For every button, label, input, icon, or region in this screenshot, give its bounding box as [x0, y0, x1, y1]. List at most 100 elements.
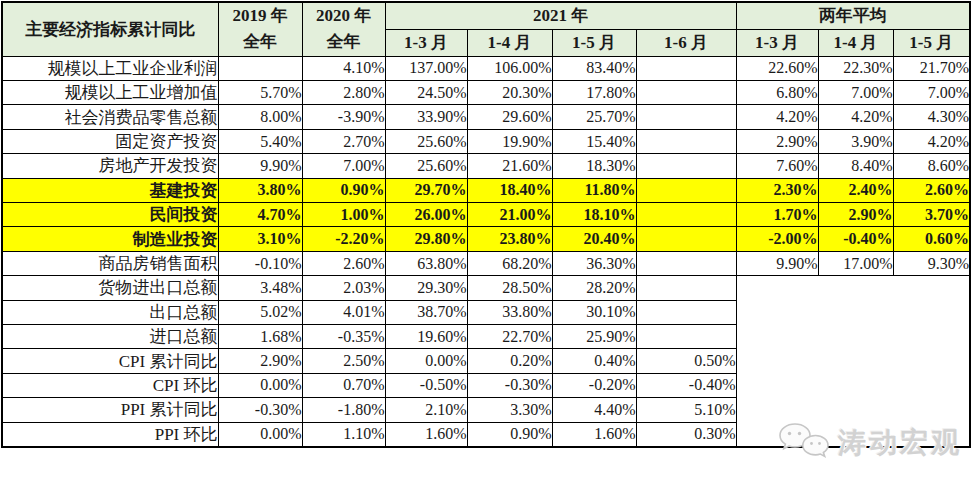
value-cell: 2.90% [736, 129, 818, 153]
row-label: 基建投资 [2, 178, 218, 202]
value-cell: 63.80% [385, 251, 467, 275]
header-group-two-year-avg: 两年平均 [736, 2, 970, 29]
value-cell: -2.00% [736, 227, 818, 251]
value-cell: 33.90% [385, 105, 467, 129]
value-cell: 0.40% [552, 349, 636, 373]
value-cell: 25.60% [385, 129, 467, 153]
value-cell: 2.03% [302, 276, 385, 300]
value-cell: 2.30% [736, 178, 818, 202]
value-cell: -0.50% [385, 373, 467, 397]
value-cell: 15.40% [552, 129, 636, 153]
header-month-avg-1-5: 1-5 月 [893, 29, 970, 56]
header-month-2021-1-3: 1-3 月 [385, 29, 467, 56]
value-cell: 4.20% [818, 105, 893, 129]
value-cell: 23.80% [467, 227, 552, 251]
value-cell: 28.20% [552, 276, 636, 300]
value-cell: 22.60% [736, 56, 818, 80]
value-cell: 29.80% [385, 227, 467, 251]
value-cell: 4.20% [893, 129, 970, 153]
value-cell: 2.60% [302, 251, 385, 275]
value-cell: 33.80% [467, 300, 552, 324]
header-2019: 2019 年 全年 [218, 2, 302, 56]
value-cell: 2.90% [818, 203, 893, 227]
row-label: 固定资产投资 [2, 129, 218, 153]
header-group-row: 主要经济指标累计同比 2019 年 全年 2020 年 全年 2021 年 两年… [2, 2, 970, 29]
value-cell [636, 276, 736, 300]
value-cell: -0.40% [818, 227, 893, 251]
value-cell: 137.00% [385, 56, 467, 80]
header-month-2021-1-6: 1-6 月 [636, 29, 736, 56]
table-row: 规模以上工业企业利润4.10%137.00%106.00%83.40%22.60… [2, 56, 970, 80]
value-cell: 0.30% [636, 422, 736, 447]
value-cell: -0.20% [552, 373, 636, 397]
row-label: 民间投资 [2, 203, 218, 227]
table-row: 规模以上工业增加值5.70%2.80%24.50%20.30%17.80%6.8… [2, 81, 970, 105]
value-cell: 7.00% [302, 154, 385, 178]
value-cell: 1.00% [302, 203, 385, 227]
value-cell: 1.60% [385, 422, 467, 447]
table-row: 社会消费品零售总额8.00%-3.90%33.90%29.60%25.70%4.… [2, 105, 970, 129]
value-cell: 5.70% [218, 81, 302, 105]
table-row: 房地产开发投资9.90%7.00%25.60%21.60%18.30%7.60%… [2, 154, 970, 178]
row-label: CPI 环比 [2, 373, 218, 397]
value-cell [636, 300, 736, 324]
row-label: 社会消费品零售总额 [2, 105, 218, 129]
value-cell: 3.70% [893, 203, 970, 227]
row-label: 货物进出口总额 [2, 276, 218, 300]
table-row: 制造业投资3.10%-2.20%29.80%23.80%20.40%-2.00%… [2, 227, 970, 251]
table-row: 民间投资4.70%1.00%26.00%21.00%18.10%1.70%2.9… [2, 203, 970, 227]
header-month-2021-1-4: 1-4 月 [467, 29, 552, 56]
economic-indicators-page: 主要经济指标累计同比 2019 年 全年 2020 年 全年 2021 年 两年… [0, 0, 972, 487]
value-cell [636, 324, 736, 348]
value-cell: -0.30% [467, 373, 552, 397]
header-2020: 2020 年 全年 [302, 2, 385, 56]
value-cell: 2.10% [385, 398, 467, 422]
value-cell [636, 203, 736, 227]
row-label: PPI 累计同比 [2, 398, 218, 422]
value-cell: 3.90% [818, 129, 893, 153]
value-cell: 26.00% [385, 203, 467, 227]
value-cell: 2.90% [218, 349, 302, 373]
merged-empty-cell [736, 276, 970, 447]
header-2020-year: 2020 年 [303, 3, 385, 29]
value-cell: -2.20% [302, 227, 385, 251]
header-2019-fullyear: 全年 [219, 29, 302, 55]
value-cell: 83.40% [552, 56, 636, 80]
economic-indicators-table: 主要经济指标累计同比 2019 年 全年 2020 年 全年 2021 年 两年… [1, 1, 971, 448]
value-cell: 21.00% [467, 203, 552, 227]
value-cell: 7.00% [893, 81, 970, 105]
value-cell: 3.48% [218, 276, 302, 300]
value-cell: 2.40% [818, 178, 893, 202]
value-cell: 25.60% [385, 154, 467, 178]
value-cell: 18.10% [552, 203, 636, 227]
table-row: 固定资产投资5.40%2.70%25.60%19.90%15.40%2.90%3… [2, 129, 970, 153]
value-cell: 4.70% [218, 203, 302, 227]
row-label: 制造业投资 [2, 227, 218, 251]
value-cell: 0.90% [467, 422, 552, 447]
value-cell: 20.40% [552, 227, 636, 251]
header-2019-year: 2019 年 [219, 3, 302, 29]
value-cell: -0.30% [218, 398, 302, 422]
value-cell: 106.00% [467, 56, 552, 80]
value-cell: 2.50% [302, 349, 385, 373]
value-cell: 2.60% [893, 178, 970, 202]
value-cell: 20.30% [467, 81, 552, 105]
value-cell: 29.70% [385, 178, 467, 202]
value-cell: 5.10% [636, 398, 736, 422]
value-cell: 8.60% [893, 154, 970, 178]
value-cell: 0.60% [893, 227, 970, 251]
value-cell: 21.70% [893, 56, 970, 80]
value-cell: -0.40% [636, 373, 736, 397]
table-body: 规模以上工业企业利润4.10%137.00%106.00%83.40%22.60… [2, 56, 970, 446]
value-cell: 4.30% [893, 105, 970, 129]
value-cell: 4.01% [302, 300, 385, 324]
value-cell: -1.80% [302, 398, 385, 422]
value-cell: 17.00% [818, 251, 893, 275]
header-group-2021: 2021 年 [385, 2, 736, 29]
value-cell: 2.80% [302, 81, 385, 105]
value-cell [636, 154, 736, 178]
value-cell [636, 105, 736, 129]
value-cell: 18.30% [552, 154, 636, 178]
header-month-avg-1-4: 1-4 月 [818, 29, 893, 56]
value-cell: 19.60% [385, 324, 467, 348]
